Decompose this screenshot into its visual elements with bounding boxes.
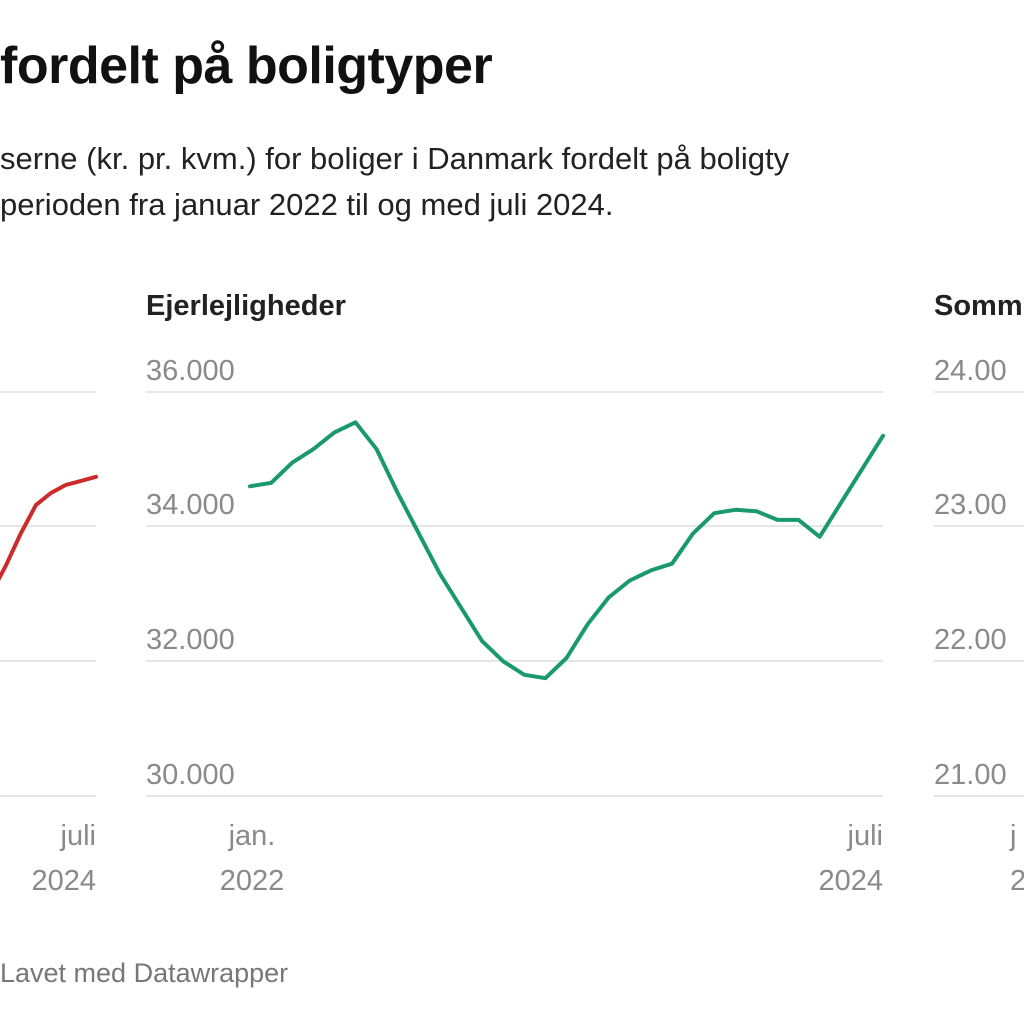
chart-subtitle: serne (kr. pr. kvm.) for boliger i Danma… [0, 136, 789, 228]
y-tick-label: 30.000 [146, 759, 235, 791]
y-tick-label: 24.00 [934, 355, 1007, 387]
x-tick-label: 2022 [220, 865, 285, 897]
x-tick-label: 2 [1010, 865, 1024, 897]
x-tick-label: 2024 [818, 865, 883, 897]
y-tick-label: 23.00 [934, 489, 1007, 521]
y-tick-label: 32.000 [146, 624, 235, 656]
panel-title-ejerlejligheder: Ejerlejligheder [146, 290, 346, 322]
subtitle-line-2: perioden fra januar 2022 til og med juli… [0, 187, 614, 222]
x-tick-label: jan. [228, 820, 276, 852]
panel-title-sommerhuse: Somm [934, 290, 1023, 322]
x-tick-label: juli [847, 820, 883, 852]
y-tick-label: 21.00 [934, 759, 1007, 791]
x-tick-label: j [1009, 820, 1016, 852]
series-line [0, 474, 98, 581]
x-tick-label: juli [60, 820, 96, 852]
footer-credit: Lavet med Datawrapper [0, 958, 289, 988]
subtitle-line-1: serne (kr. pr. kvm.) for boliger i Danma… [0, 141, 790, 176]
y-tick-label: 34.000 [146, 489, 235, 521]
chart-title: fordelt på boligtyper [0, 37, 493, 95]
x-tick-label: 2024 [31, 865, 96, 897]
y-tick-label: 36.000 [146, 355, 235, 387]
series-line [248, 420, 885, 681]
y-tick-label: 22.00 [934, 624, 1007, 656]
